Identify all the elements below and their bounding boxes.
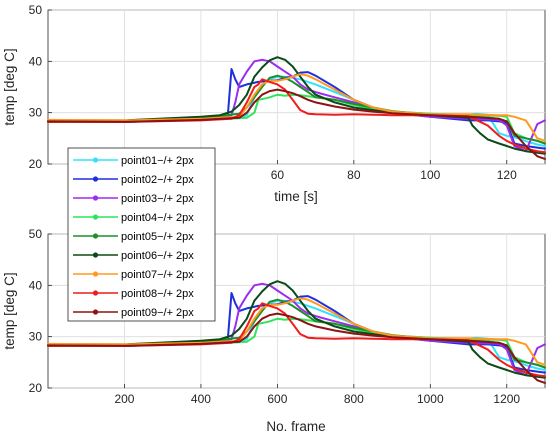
top-series-line-7 xyxy=(47,73,546,142)
legend-marker-6 xyxy=(92,252,99,258)
bottom-series-line-7 xyxy=(47,297,546,366)
legend-marker-8 xyxy=(92,290,99,296)
bottom-x-axis-label: No. frame xyxy=(266,419,325,434)
top-y-tick-label: 50 xyxy=(29,3,43,17)
top-x-tick-label: 100 xyxy=(420,168,440,182)
legend-marker-5 xyxy=(92,233,99,239)
legend-label-3: point03−/+ 2px xyxy=(121,193,194,205)
bottom-series-line-8 xyxy=(47,302,546,378)
bottom-ticks: 200 400 600 800 1000 1200 20 30 40 50 xyxy=(29,227,521,406)
bottom-y-tick-label: 40 xyxy=(29,278,43,292)
legend-marker-4 xyxy=(92,214,99,220)
legend-marker-7 xyxy=(92,271,99,277)
top-series-line-8 xyxy=(47,78,546,154)
legend-items: point01−/+ 2px point02−/+ 2px point03−/+ 2… xyxy=(73,155,194,319)
top-chart: 2040608010012020304050 time [s] temp [de… xyxy=(2,3,546,204)
bottom-x-tick-label: 1200 xyxy=(493,392,520,406)
bottom-series-line-6 xyxy=(47,280,546,379)
legend-label-6: point06−/+ 2px xyxy=(121,250,194,262)
top-y-axis-label: temp [deg C] xyxy=(2,48,17,125)
bottom-series xyxy=(47,280,546,384)
top-series xyxy=(47,56,546,160)
bottom-x-tick-label: 400 xyxy=(191,392,211,406)
bottom-series-line-9 xyxy=(47,312,546,384)
bottom-series-line-4 xyxy=(47,317,546,369)
bottom-series-line-3 xyxy=(47,282,546,377)
legend-marker-2 xyxy=(92,176,99,182)
legend-label-4: point04−/+ 2px xyxy=(121,212,194,224)
legend: point01−/+ 2px point02−/+ 2px point03−/+ 2… xyxy=(67,147,216,322)
top-y-tick-label: 40 xyxy=(29,54,43,68)
legend-marker-9 xyxy=(92,309,99,315)
legend-label-9: point09−/+ 2px xyxy=(121,307,194,319)
legend-label-5: point05−/+ 2px xyxy=(121,231,194,243)
top-y-tick-label: 20 xyxy=(29,157,43,171)
legend-marker-1 xyxy=(92,157,99,163)
top-x-tick-label: 120 xyxy=(497,168,517,182)
legend-label-2: point02−/+ 2px xyxy=(121,174,194,186)
bottom-x-tick-label: 200 xyxy=(114,392,134,406)
legend-marker-3 xyxy=(92,195,99,201)
top-x-axis-label: time [s] xyxy=(274,189,318,204)
legend-label-7: point07−/+ 2px xyxy=(121,269,194,281)
bottom-y-tick-label: 30 xyxy=(29,330,43,344)
bottom-x-tick-label: 1000 xyxy=(417,392,444,406)
bottom-y-tick-label: 20 xyxy=(29,381,43,395)
top-series-line-6 xyxy=(47,56,546,155)
bottom-y-axis-label: temp [deg C] xyxy=(2,272,17,349)
top-x-tick-label: 80 xyxy=(347,168,361,182)
legend-label-1: point01−/+ 2px xyxy=(121,155,194,167)
bottom-x-tick-label: 800 xyxy=(344,392,364,406)
top-series-line-3 xyxy=(47,58,546,153)
top-series-line-4 xyxy=(47,93,546,145)
legend-label-8: point08−/+ 2px xyxy=(121,288,194,300)
top-x-tick-label: 60 xyxy=(271,168,285,182)
bottom-y-tick-label: 50 xyxy=(29,227,43,241)
bottom-x-tick-label: 600 xyxy=(267,392,287,406)
top-series-line-9 xyxy=(47,88,546,160)
top-y-tick-label: 30 xyxy=(29,106,43,120)
